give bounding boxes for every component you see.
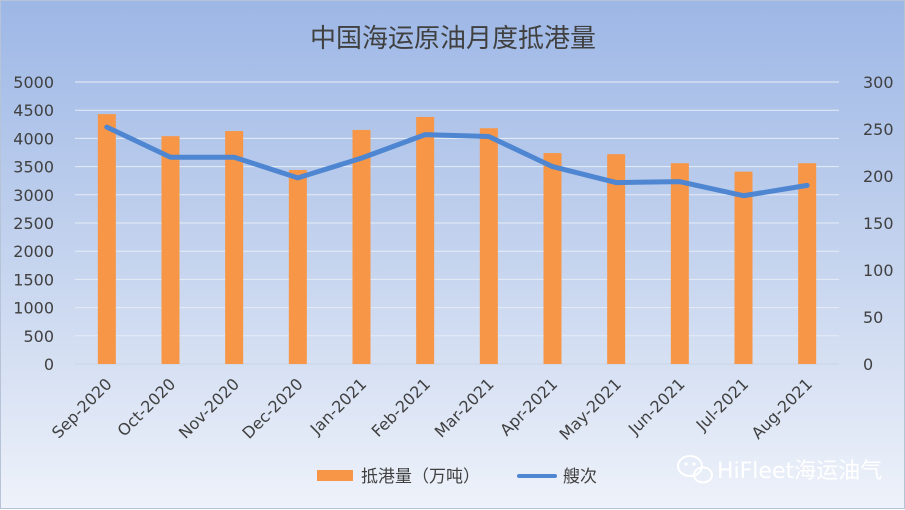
left-axis-tick-label: 3500 [13, 158, 54, 177]
line-point [678, 180, 681, 183]
left-axis-tick-label: 1000 [13, 299, 54, 318]
bar [670, 163, 689, 364]
x-axis-tick-label: Feb-2021 [368, 374, 434, 440]
x-axis-tick-label: Jun-2021 [624, 374, 689, 439]
left-axis-tick-label: 5000 [13, 73, 54, 92]
line-point [424, 133, 427, 136]
right-axis-labels: 0 50 100 150 200 250 300 [863, 73, 894, 374]
bar [288, 169, 307, 364]
line-point [360, 157, 363, 160]
x-axis-tick-label: Mar-2021 [431, 374, 498, 441]
bar [352, 129, 371, 364]
bar [161, 136, 180, 364]
line-point [742, 194, 745, 197]
line-point [551, 165, 554, 168]
bar [734, 171, 753, 364]
line-point [233, 156, 236, 159]
left-axis-tick-label: 500 [23, 327, 54, 346]
x-axis-tick-label: Oct-2020 [113, 374, 179, 440]
x-axis-tick-label: Jan-2021 [306, 374, 370, 438]
legend-line-label: 艘次 [563, 467, 597, 487]
x-axis-tick-label: Apr-2021 [496, 374, 561, 439]
left-axis-tick-label: 0 [44, 355, 54, 374]
line-point [806, 184, 809, 187]
x-axis-tick-label: Sep-2020 [48, 374, 116, 442]
left-axis-tick-label: 3000 [13, 186, 54, 205]
left-axis-tick-label: 2500 [13, 214, 54, 233]
legend-bar-swatch [317, 470, 353, 481]
grid-lines [75, 81, 839, 365]
right-axis-tick-label: 300 [863, 73, 894, 92]
x-axis-tick-label: Nov-2020 [175, 374, 243, 442]
line-point [296, 176, 299, 179]
left-axis-tick-label: 4500 [13, 101, 54, 120]
bar [543, 153, 562, 364]
line-point [169, 156, 172, 159]
line-point [105, 126, 108, 129]
bar [97, 114, 116, 364]
watermark-text: HiFleet海运油气 [717, 459, 882, 484]
bar [479, 128, 498, 364]
x-axis-tick-label: Dec-2020 [238, 374, 306, 442]
bar-series [97, 114, 817, 364]
line-series-path [104, 124, 810, 199]
left-axis-tick-label: 2000 [13, 242, 54, 261]
right-axis-tick-label: 150 [863, 214, 894, 233]
watermark: HiFleet海运油气 [677, 455, 882, 484]
legend: 抵港量（万吨） 艘次 [317, 467, 597, 487]
x-axis-tick-label: Jul-2021 [692, 374, 753, 435]
right-axis-tick-label: 0 [863, 355, 873, 374]
bar [416, 116, 435, 364]
left-axis-tick-label: 4000 [13, 129, 54, 148]
wechat-icon [677, 455, 713, 484]
x-axis-tick-label: May-2021 [555, 374, 625, 444]
legend-bar-label: 抵港量（万吨） [361, 467, 480, 487]
bar [798, 163, 817, 364]
right-axis-tick-label: 250 [863, 120, 894, 139]
right-axis-tick-label: 100 [863, 261, 894, 280]
right-axis-tick-label: 200 [863, 167, 894, 186]
chart-title: 中国海运原油月度抵港量 [310, 24, 596, 54]
line-series [104, 124, 810, 199]
x-axis-tick-label: Aug-2021 [748, 374, 816, 442]
line-point [615, 181, 618, 184]
line-point [487, 135, 490, 138]
left-axis-labels: 0 500 1000 1500 2000 2500 3000 3500 4000 4500 5000 [13, 73, 54, 374]
bar [607, 154, 626, 364]
right-axis-tick-label: 50 [863, 308, 883, 327]
bar [225, 131, 244, 364]
left-axis-tick-label: 1500 [13, 270, 54, 289]
